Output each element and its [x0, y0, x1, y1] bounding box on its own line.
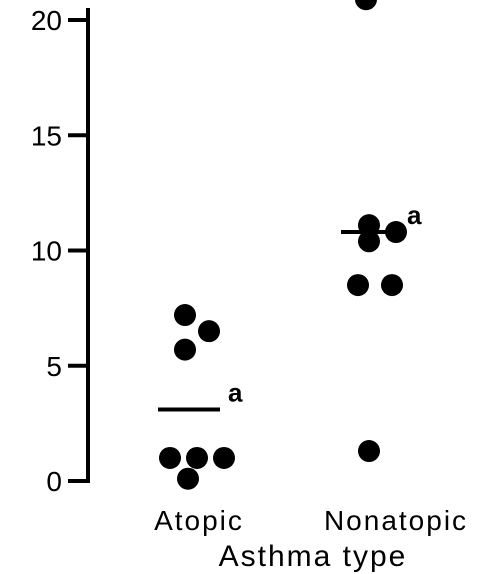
- data-point: [198, 320, 220, 343]
- data-point: [347, 274, 369, 297]
- y-tick-label: 5: [46, 351, 62, 382]
- y-tick-label: 0: [46, 466, 62, 497]
- data-point: [358, 440, 380, 463]
- x-category-label: Atopic: [154, 505, 244, 536]
- data-layer: [158, 0, 407, 490]
- data-point: [159, 446, 181, 469]
- data-point: [174, 338, 196, 361]
- significance-annotation: a: [228, 378, 243, 408]
- data-point: [355, 0, 377, 11]
- y-axis: [68, 8, 90, 483]
- x-category-label: Nonatopic: [324, 505, 468, 536]
- data-point: [177, 467, 199, 490]
- y-tick-label: 15: [31, 120, 62, 151]
- x-axis-title: Asthma type: [219, 540, 408, 573]
- significance-annotation: a: [407, 200, 422, 230]
- y-tick-label: 20: [31, 5, 62, 36]
- label-layer: 0 5 10 15 20 a a Atopic Nonatopic Asthma type: [31, 5, 468, 573]
- data-point: [213, 446, 235, 469]
- data-point: [358, 230, 380, 253]
- data-point: [174, 304, 196, 327]
- data-point: [186, 446, 208, 469]
- data-point: [381, 274, 403, 297]
- y-tick-label: 10: [31, 236, 62, 267]
